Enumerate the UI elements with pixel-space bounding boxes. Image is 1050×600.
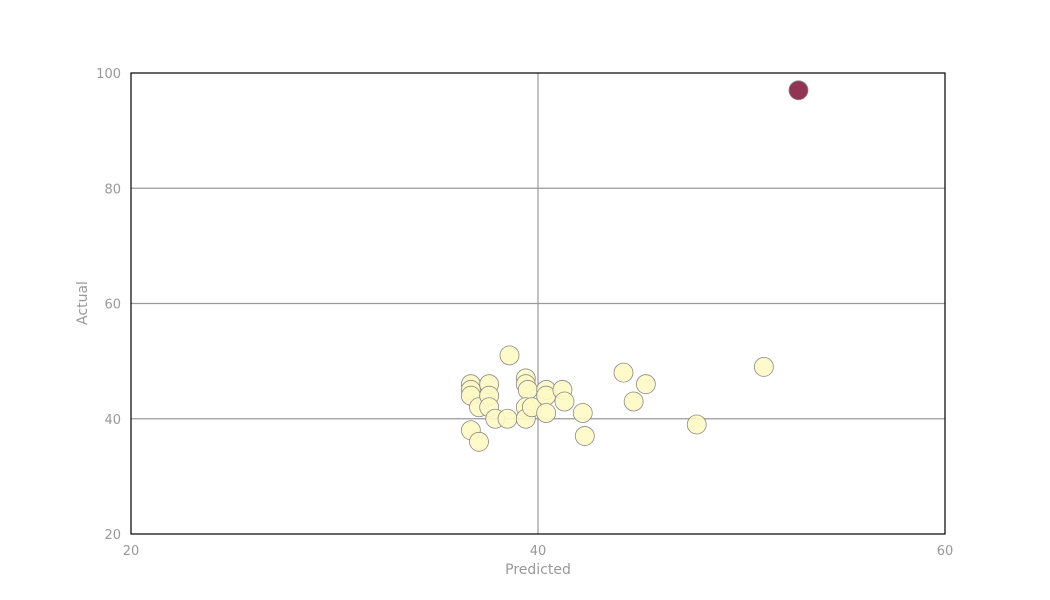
data-point [536, 403, 557, 423]
x-tick-label: 20 [123, 544, 140, 559]
y-tick-label: 40 [104, 413, 121, 428]
data-point [517, 380, 538, 400]
x-axis-label: Predicted [505, 562, 571, 578]
outlier-point [788, 80, 809, 101]
x-tick-labels: 20 40 60 [123, 544, 954, 559]
data-point [613, 362, 634, 383]
x-tick-label: 60 [937, 544, 954, 559]
plot-frame [130, 72, 946, 535]
grid [131, 73, 945, 534]
data-point [572, 403, 593, 423]
y-tick-label: 60 [104, 298, 121, 313]
x-tick-label: 40 [530, 544, 547, 559]
data-point [554, 391, 575, 412]
y-tick-labels: 20 40 60 80 100 [96, 67, 121, 543]
y-tick-label: 20 [104, 528, 121, 543]
data-point [753, 356, 774, 377]
data-point [499, 345, 520, 366]
data-point [574, 426, 595, 446]
data-point [497, 408, 518, 429]
y-axis-label: Actual [75, 281, 91, 325]
y-tick-label: 80 [104, 182, 121, 197]
y-tick-label: 100 [96, 67, 121, 82]
data-point [623, 391, 644, 412]
data-point [635, 374, 656, 395]
points-layer [460, 80, 809, 452]
data-point [469, 431, 489, 452]
data-point [686, 414, 707, 435]
